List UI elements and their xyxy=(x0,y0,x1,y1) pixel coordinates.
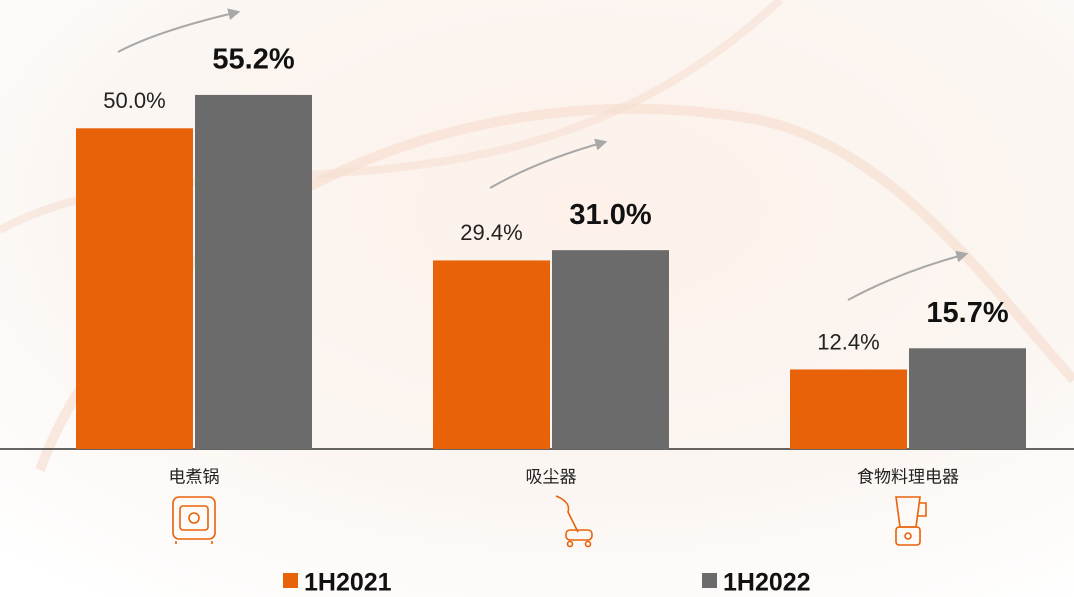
data-label: 31.0% xyxy=(569,199,651,231)
data-label: 50.0% xyxy=(103,88,165,113)
trend-arrows xyxy=(117,8,969,301)
bar xyxy=(909,348,1026,449)
data-label: 29.4% xyxy=(460,220,522,245)
legend-label: 1H2022 xyxy=(723,569,811,597)
x-tick-label: 电煮锅 xyxy=(169,468,220,488)
category-icons xyxy=(172,495,927,548)
bar xyxy=(76,128,193,450)
legend-swatch xyxy=(283,573,298,588)
bar xyxy=(433,260,550,449)
vacuum-icon xyxy=(555,495,593,548)
data-label: 15.7% xyxy=(926,297,1008,329)
data-label: 12.4% xyxy=(817,329,879,354)
bar xyxy=(195,94,312,449)
cooker-icon xyxy=(172,496,216,544)
trend-arrow xyxy=(847,250,969,301)
blender-icon xyxy=(895,496,927,546)
x-tick-label: 食物料理电器 xyxy=(857,468,959,488)
bar xyxy=(552,250,669,449)
legend-swatch xyxy=(702,573,717,588)
bar xyxy=(790,369,907,449)
trend-arrow xyxy=(117,8,241,53)
trend-arrow xyxy=(489,138,608,189)
legend-label: 1H2021 xyxy=(304,569,392,597)
x-tick-label: 吸尘器 xyxy=(526,468,577,488)
data-label: 55.2% xyxy=(212,44,294,76)
